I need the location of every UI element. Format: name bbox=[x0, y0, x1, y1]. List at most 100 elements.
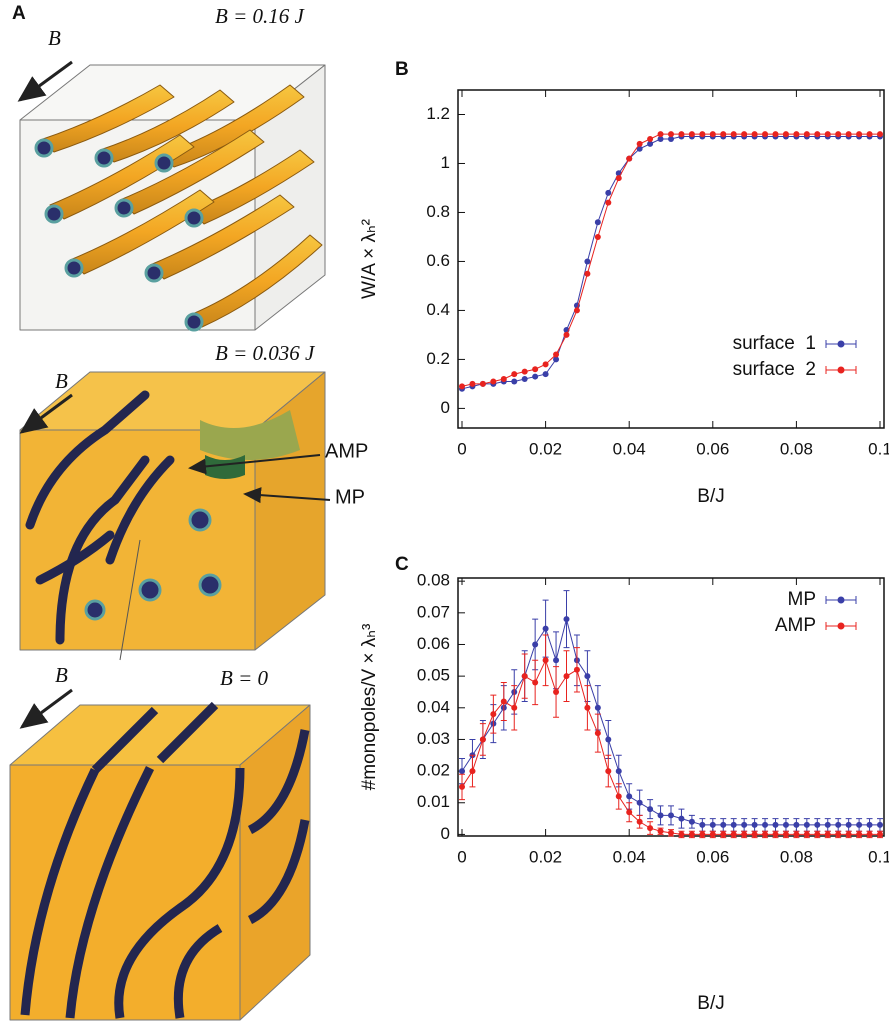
marker bbox=[521, 368, 528, 375]
marker bbox=[542, 371, 549, 378]
y-tick-label: 0.01 bbox=[417, 792, 450, 811]
x-tick-label: 0.02 bbox=[529, 439, 562, 458]
marker bbox=[626, 793, 633, 800]
marker bbox=[678, 831, 685, 838]
marker bbox=[835, 821, 842, 828]
marker bbox=[772, 821, 779, 828]
marker bbox=[459, 768, 465, 775]
marker bbox=[866, 821, 873, 828]
y-tick-label: 0 bbox=[441, 398, 450, 417]
cube-title: B = 0.036 J bbox=[215, 341, 316, 365]
chart: 0 0.02 0.04 0.06 0.08 0.1 0 0.01 0.02 0.03 0.04 0.0… bbox=[359, 554, 889, 1014]
marker bbox=[803, 131, 810, 138]
field-label: B bbox=[48, 26, 61, 50]
marker bbox=[762, 131, 769, 138]
marker bbox=[500, 376, 507, 383]
series-line bbox=[461, 133, 880, 387]
marker bbox=[532, 679, 539, 686]
marker bbox=[866, 131, 873, 138]
x-tick-label: 0.1 bbox=[868, 847, 889, 866]
marker bbox=[542, 657, 549, 664]
marker bbox=[636, 145, 643, 152]
x-tick-label: 0 bbox=[457, 847, 466, 866]
marker bbox=[782, 821, 789, 828]
marker bbox=[835, 131, 842, 138]
marker bbox=[605, 189, 612, 196]
cube-bottom bbox=[9, 701, 311, 1021]
marker bbox=[647, 135, 654, 142]
marker bbox=[594, 219, 601, 226]
panel-label: C bbox=[395, 554, 409, 575]
marker bbox=[803, 831, 810, 838]
marker bbox=[835, 831, 842, 838]
marker bbox=[730, 831, 737, 838]
marker bbox=[615, 768, 622, 775]
x-axis-label: B/J bbox=[697, 486, 724, 507]
marker bbox=[553, 688, 560, 695]
marker bbox=[678, 131, 685, 138]
marker bbox=[845, 831, 852, 838]
marker bbox=[762, 821, 769, 828]
marker bbox=[490, 711, 497, 718]
marker bbox=[479, 736, 486, 743]
legend-marker bbox=[837, 366, 845, 374]
marker bbox=[793, 831, 800, 838]
x-tick-label: 0.08 bbox=[780, 847, 813, 866]
marker bbox=[469, 380, 476, 387]
marker bbox=[751, 131, 758, 138]
marker bbox=[688, 818, 695, 825]
field-label: B bbox=[55, 663, 68, 687]
marker bbox=[699, 821, 706, 828]
y-tick-label: 0.08 bbox=[417, 571, 450, 590]
marker bbox=[845, 821, 852, 828]
legend-label: surface 2 bbox=[733, 359, 816, 380]
marker bbox=[856, 831, 863, 838]
marker bbox=[626, 809, 633, 816]
x-tick-label: 0 bbox=[457, 439, 466, 458]
series-line bbox=[461, 619, 880, 826]
marker bbox=[866, 831, 873, 838]
marker bbox=[584, 704, 591, 711]
y-tick-label: 0.4 bbox=[426, 300, 450, 319]
cube-top bbox=[19, 64, 326, 332]
series-line bbox=[461, 136, 880, 390]
marker bbox=[479, 380, 486, 387]
marker bbox=[720, 831, 727, 838]
marker bbox=[772, 131, 779, 138]
marker bbox=[688, 131, 695, 138]
y-tick-label: 0.6 bbox=[426, 251, 450, 270]
marker bbox=[500, 698, 507, 705]
marker bbox=[594, 233, 601, 240]
x-tick-label: 0.08 bbox=[780, 439, 813, 458]
marker bbox=[626, 155, 633, 162]
marker bbox=[584, 270, 591, 277]
marker bbox=[730, 821, 737, 828]
marker bbox=[678, 815, 685, 822]
marker bbox=[584, 673, 591, 680]
marker bbox=[594, 704, 601, 711]
y-tick-label: 0.03 bbox=[417, 729, 450, 748]
marker bbox=[553, 351, 560, 358]
y-tick-label: 1 bbox=[441, 153, 450, 172]
marker bbox=[720, 131, 727, 138]
marker bbox=[636, 818, 643, 825]
marker bbox=[782, 831, 789, 838]
marker bbox=[814, 131, 821, 138]
marker bbox=[615, 793, 622, 800]
marker bbox=[594, 730, 601, 737]
mp-label: MP bbox=[335, 486, 365, 508]
marker bbox=[668, 812, 674, 819]
marker bbox=[877, 831, 883, 838]
legend-label: MP bbox=[788, 589, 817, 610]
marker bbox=[584, 258, 591, 265]
legend-label: AMP bbox=[775, 615, 816, 636]
marker bbox=[647, 140, 654, 147]
marker bbox=[793, 131, 800, 138]
marker bbox=[563, 331, 570, 338]
marker bbox=[521, 376, 528, 383]
panel-label: A bbox=[12, 3, 26, 24]
marker bbox=[845, 131, 852, 138]
y-tick-label: 0.2 bbox=[426, 349, 450, 368]
marker bbox=[741, 821, 748, 828]
